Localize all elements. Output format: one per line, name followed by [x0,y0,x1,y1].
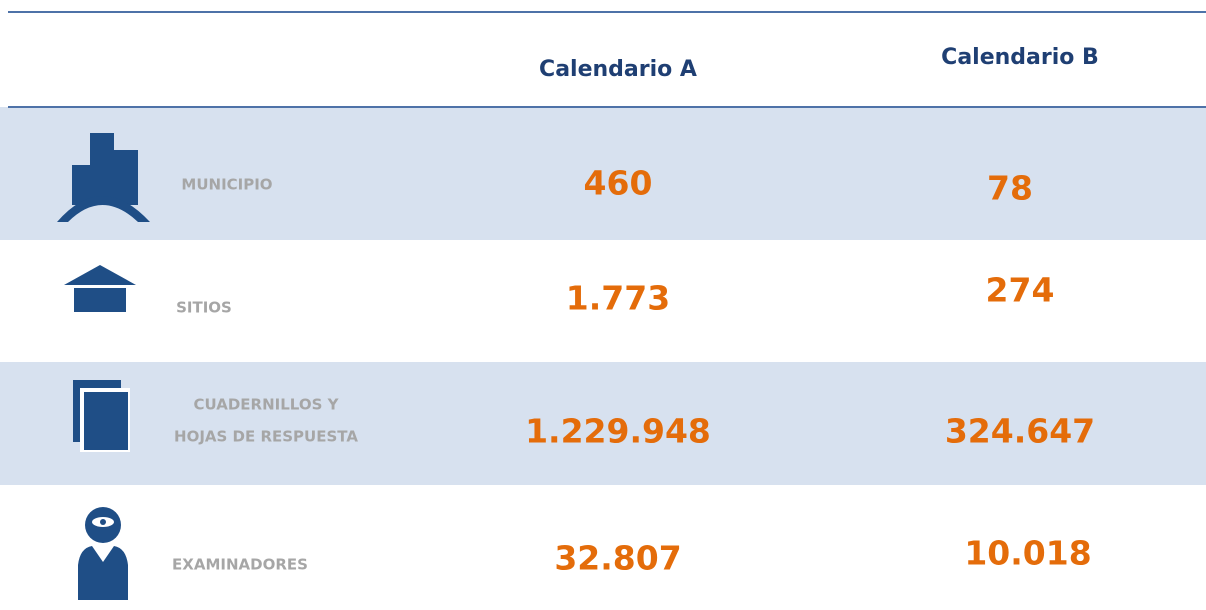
row-band [0,362,1206,485]
cell-value: 1.773 [566,279,670,318]
row-band [0,107,1206,240]
cell-value: 460 [584,164,653,203]
column-header: Calendario B [941,45,1099,70]
house-icon [64,265,136,312]
city-icon [57,133,150,222]
cell-value: 1.229.948 [525,412,711,451]
cell-value: 274 [986,271,1055,310]
cell-value: 32.807 [554,539,681,578]
row-label: HOJAS DE RESPUESTA [174,428,358,446]
row-label: CUADERNILLOS Y [194,396,340,414]
column-header: Calendario A [539,57,697,82]
documents-icon [73,380,130,452]
cell-value: 324.647 [945,412,1095,451]
row-label: EXAMINADORES [172,556,308,574]
person-icon [78,507,128,600]
row-label: MUNICIPIO [181,176,272,194]
row-label: SITIOS [176,299,232,317]
cell-value: 10.018 [964,534,1091,573]
cell-value: 78 [987,169,1033,208]
